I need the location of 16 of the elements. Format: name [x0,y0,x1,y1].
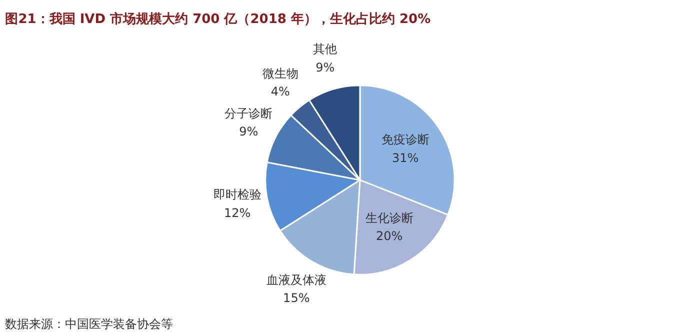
slice-label: 即时检验 [213,188,262,202]
data-label: 31% [392,150,419,165]
data-label: 4% [270,84,290,98]
data-label: 15% [283,291,310,306]
slice-label: 分子诊断 [224,106,273,120]
slice-label: 血液及体液 [266,272,326,287]
data-label: 9% [239,124,258,139]
slice-label: 免疫诊断 [381,132,430,147]
source-note: 数据来源：中国医学装备协会等 [5,317,174,332]
chart-title: 图21：我国 IVD 市场规模大约 700 亿（2018 年），生化占比约 20% [5,11,431,28]
data-label: 9% [316,60,335,74]
slice-label: 微生物 [262,66,298,80]
data-label: 20% [376,229,403,244]
slice-label: 其他 [313,42,338,56]
slice-label: 生化诊断 [365,210,414,225]
data-label: 12% [224,206,251,220]
